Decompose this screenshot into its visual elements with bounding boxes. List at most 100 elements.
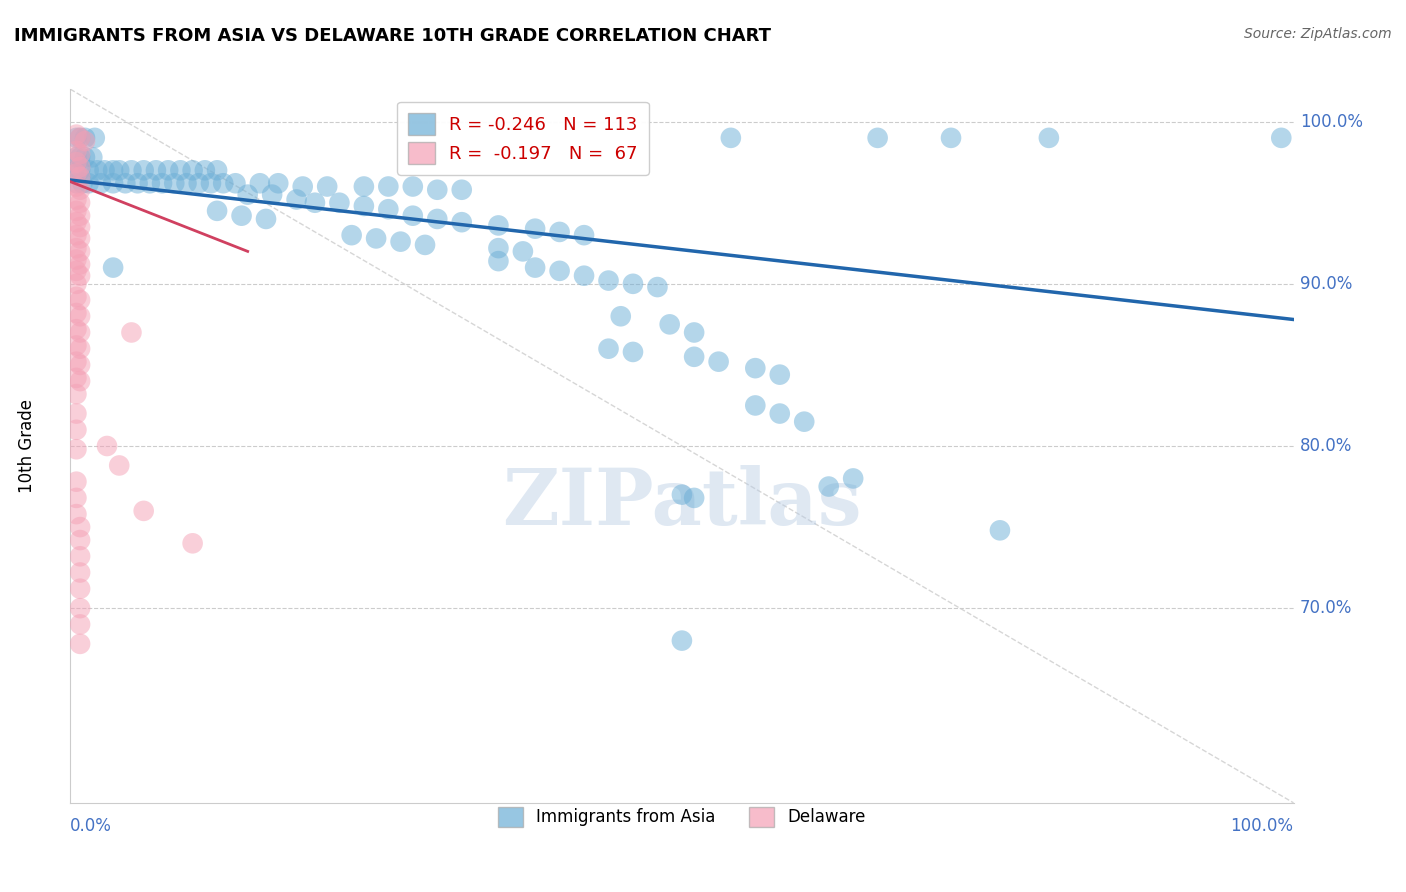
Point	[65, 215, 87, 229]
Point	[316, 179, 339, 194]
Text: ZIPatlas: ZIPatlas	[502, 465, 862, 541]
Point	[254, 211, 277, 226]
Point	[236, 187, 259, 202]
Point	[145, 163, 167, 178]
Point	[488, 254, 510, 268]
Point	[114, 176, 136, 190]
Point	[69, 209, 91, 223]
Point	[69, 617, 91, 632]
Point	[69, 257, 91, 271]
Point	[73, 134, 96, 148]
Point	[621, 345, 644, 359]
Point	[285, 193, 308, 207]
Point	[65, 306, 87, 320]
Point	[65, 228, 87, 243]
Point	[65, 354, 87, 368]
Point	[108, 163, 131, 178]
Point	[163, 176, 186, 190]
Point	[65, 507, 87, 521]
Point	[65, 491, 87, 505]
Point	[671, 488, 693, 502]
Point	[69, 244, 91, 259]
Point	[83, 131, 105, 145]
Point	[262, 187, 284, 202]
Point	[647, 280, 669, 294]
Point	[65, 252, 87, 267]
Point	[65, 150, 87, 164]
Point	[132, 163, 155, 178]
Point	[572, 228, 595, 243]
Point	[205, 203, 228, 218]
Point	[65, 176, 87, 190]
Point	[194, 163, 217, 178]
Point	[353, 199, 375, 213]
Point	[744, 399, 766, 413]
Text: 90.0%: 90.0%	[1299, 275, 1353, 293]
Point	[512, 244, 534, 259]
Point	[82, 150, 104, 164]
Point	[65, 155, 87, 169]
Point	[101, 163, 124, 178]
Point	[86, 163, 108, 178]
Text: 80.0%: 80.0%	[1299, 437, 1353, 455]
Point	[77, 176, 100, 190]
Point	[231, 209, 253, 223]
Point	[65, 264, 87, 278]
Point	[621, 277, 644, 291]
Point	[65, 371, 87, 385]
Point	[65, 322, 87, 336]
Point	[69, 293, 91, 307]
Point	[988, 524, 1011, 538]
Point	[72, 176, 94, 190]
Point	[267, 176, 290, 190]
Point	[69, 326, 91, 340]
Point	[548, 225, 571, 239]
Point	[340, 228, 363, 243]
Point	[328, 195, 350, 210]
Point	[69, 520, 91, 534]
Point	[524, 221, 547, 235]
Point	[65, 407, 87, 421]
Point	[658, 318, 681, 332]
Point	[291, 179, 314, 194]
Point	[69, 566, 91, 580]
Point	[69, 169, 91, 184]
Point	[65, 442, 87, 457]
Point	[121, 163, 143, 178]
Point	[249, 176, 271, 190]
Point	[69, 183, 91, 197]
Point	[488, 219, 510, 233]
Point	[572, 268, 595, 283]
Point	[73, 150, 96, 164]
Point	[450, 215, 472, 229]
Text: 0.0%: 0.0%	[70, 817, 112, 835]
Point	[610, 310, 633, 324]
Point	[671, 633, 693, 648]
Point	[132, 504, 155, 518]
Point	[69, 195, 91, 210]
Point	[65, 203, 87, 218]
Point	[769, 407, 792, 421]
Point	[769, 368, 792, 382]
Point	[157, 163, 180, 178]
Point	[187, 176, 209, 190]
Point	[426, 211, 449, 226]
Point	[77, 163, 100, 178]
Point	[65, 387, 87, 401]
Point	[426, 183, 449, 197]
Text: 10th Grade: 10th Grade	[18, 399, 37, 493]
Point	[121, 326, 143, 340]
Point	[69, 163, 91, 178]
Point	[69, 601, 91, 615]
Point	[139, 176, 162, 190]
Point	[65, 128, 87, 142]
Text: Source: ZipAtlas.com: Source: ZipAtlas.com	[1244, 27, 1392, 41]
Text: 70.0%: 70.0%	[1299, 599, 1353, 617]
Point	[939, 131, 962, 145]
Legend: Immigrants from Asia, Delaware: Immigrants from Asia, Delaware	[491, 800, 873, 834]
Point	[304, 195, 326, 210]
Point	[181, 536, 204, 550]
Point	[150, 176, 173, 190]
Point	[69, 310, 91, 324]
Point	[65, 277, 87, 291]
